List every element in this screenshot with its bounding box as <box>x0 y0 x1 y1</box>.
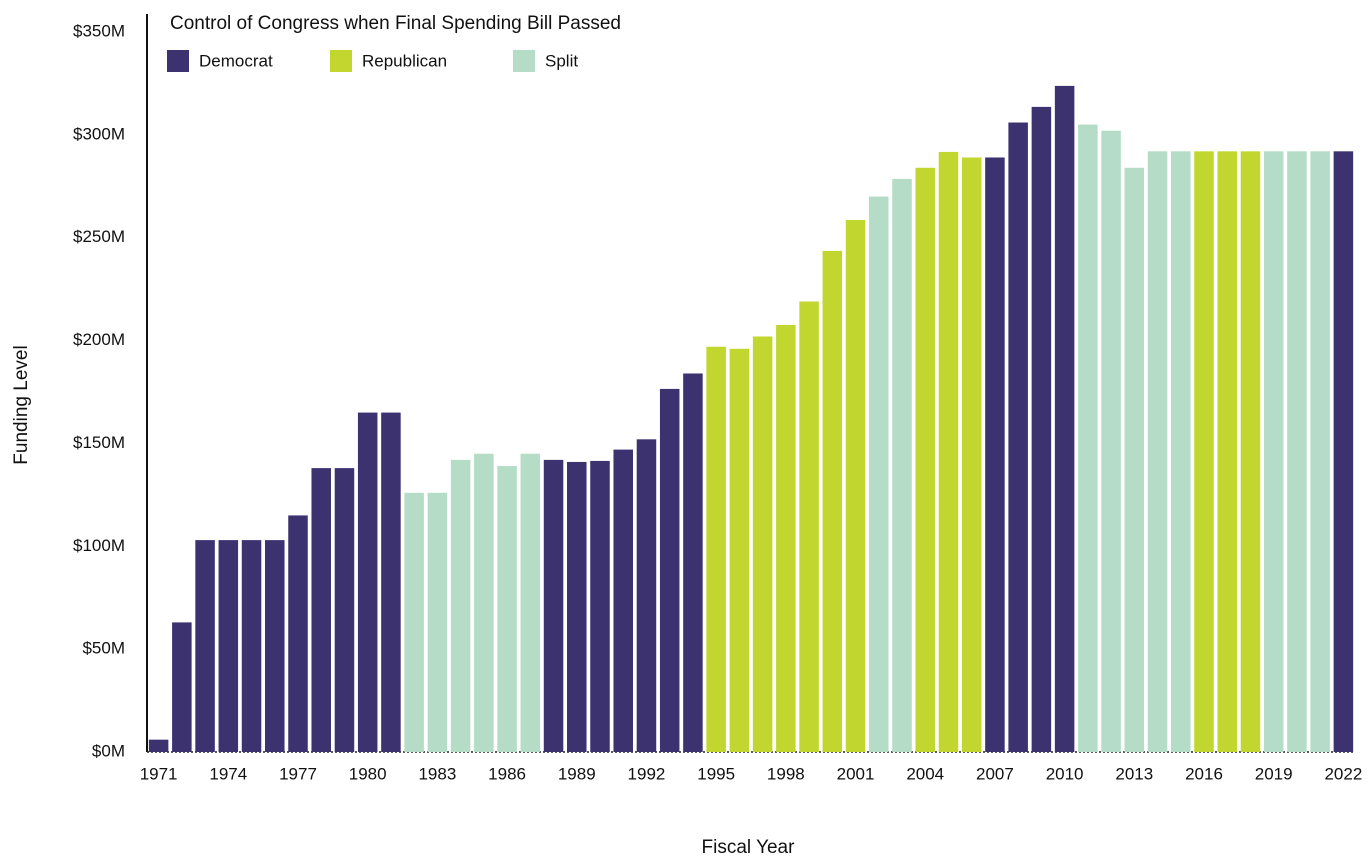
x-axis-title: Fiscal Year <box>702 837 796 858</box>
legend-label: Democrat <box>199 51 273 70</box>
bar <box>706 346 726 752</box>
bar <box>729 348 750 752</box>
bar <box>427 492 448 752</box>
bar <box>450 459 471 752</box>
bar <box>148 739 169 752</box>
bar <box>1078 124 1098 753</box>
y-tick-label: $100M <box>73 536 125 555</box>
y-axis-title: Funding Level <box>11 345 32 464</box>
bar <box>1287 151 1307 753</box>
bar <box>659 388 680 752</box>
bar <box>1124 167 1145 752</box>
bar <box>683 373 703 752</box>
bar <box>961 157 982 752</box>
x-tick-label: 2001 <box>837 764 875 783</box>
bar <box>892 178 912 752</box>
x-tick-label: 1995 <box>697 764 735 783</box>
bar <box>869 196 889 753</box>
legend-label: Republican <box>362 51 447 70</box>
bar <box>1263 151 1284 753</box>
y-tick-label: $50M <box>82 639 125 658</box>
bar <box>1031 106 1052 752</box>
legend-swatch <box>513 50 535 72</box>
bar <box>1217 151 1237 753</box>
y-tick-label: $200M <box>73 330 125 349</box>
bar <box>195 540 215 752</box>
legend-label: Split <box>545 51 578 70</box>
bar <box>1008 122 1028 752</box>
bar <box>404 492 424 752</box>
x-tick-label: 1974 <box>209 764 247 783</box>
x-tick-label: 2004 <box>906 764 944 783</box>
x-tick-label: 2010 <box>1046 764 1084 783</box>
bar <box>1310 151 1330 753</box>
y-tick-label: $350M <box>73 21 125 40</box>
x-tick-label: 1998 <box>767 764 805 783</box>
bar <box>311 468 331 752</box>
bar <box>474 453 494 752</box>
bar <box>1147 151 1168 753</box>
x-tick-label: 2022 <box>1324 764 1362 783</box>
x-tick-label: 1983 <box>418 764 456 783</box>
x-tick-label: 1992 <box>628 764 666 783</box>
x-tick-label: 1980 <box>349 764 387 783</box>
bar <box>172 622 192 752</box>
bar <box>1101 130 1121 752</box>
y-tick-label: $0M <box>92 741 125 760</box>
bar <box>636 439 657 752</box>
bar <box>334 468 355 752</box>
bar <box>1194 151 1214 753</box>
x-tick-label: 2007 <box>976 764 1014 783</box>
legend-title: Control of Congress when Final Spending … <box>170 13 621 34</box>
bar <box>1054 85 1075 752</box>
bar <box>776 324 796 752</box>
bar <box>567 461 587 752</box>
bar <box>938 151 959 753</box>
bar <box>265 540 285 752</box>
bar <box>357 412 378 752</box>
y-tick-label: $250M <box>73 227 125 246</box>
bar <box>752 336 773 752</box>
bar <box>915 167 935 752</box>
bar <box>1171 151 1191 753</box>
bar <box>1240 151 1261 753</box>
bar <box>799 301 819 752</box>
bar <box>1333 151 1354 753</box>
bar <box>845 220 866 753</box>
bar <box>613 449 633 752</box>
y-tick-label: $300M <box>73 124 125 143</box>
bar <box>520 453 541 752</box>
x-tick-label: 1986 <box>488 764 526 783</box>
x-tick-label: 2013 <box>1115 764 1153 783</box>
bar <box>822 250 843 752</box>
bar <box>381 412 401 752</box>
legend-swatch <box>167 50 189 72</box>
legend-swatch <box>330 50 352 72</box>
bar <box>241 540 262 752</box>
bar <box>497 466 517 752</box>
bar <box>218 540 239 752</box>
bar <box>590 460 610 752</box>
x-tick-label: 1989 <box>558 764 596 783</box>
bar <box>543 459 564 752</box>
y-tick-label: $150M <box>73 433 125 452</box>
x-tick-label: 2016 <box>1185 764 1223 783</box>
x-tick-label: 1971 <box>140 764 178 783</box>
bar <box>288 515 308 752</box>
x-tick-label: 1977 <box>279 764 317 783</box>
bar <box>985 157 1005 752</box>
x-tick-label: 2019 <box>1255 764 1293 783</box>
